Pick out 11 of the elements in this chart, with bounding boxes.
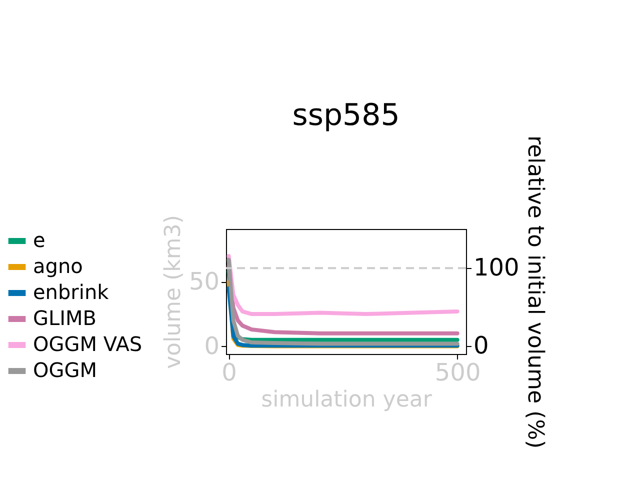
line-series [226,258,460,346]
legend-label: OGGM [33,358,97,382]
chart-title: ssp585 [292,98,400,133]
legend-label: OGGM VAS [33,332,142,356]
y2-tick-label: 0 [474,332,489,360]
y2-tick-label: 100 [474,254,520,282]
legend-label: agno [33,254,83,278]
y2-axis-title: relative to initial volume (%) [522,135,548,449]
legend-label: e [33,228,46,252]
legend-label: enbrink [33,280,110,304]
legend-label: GLIMB [33,306,97,330]
